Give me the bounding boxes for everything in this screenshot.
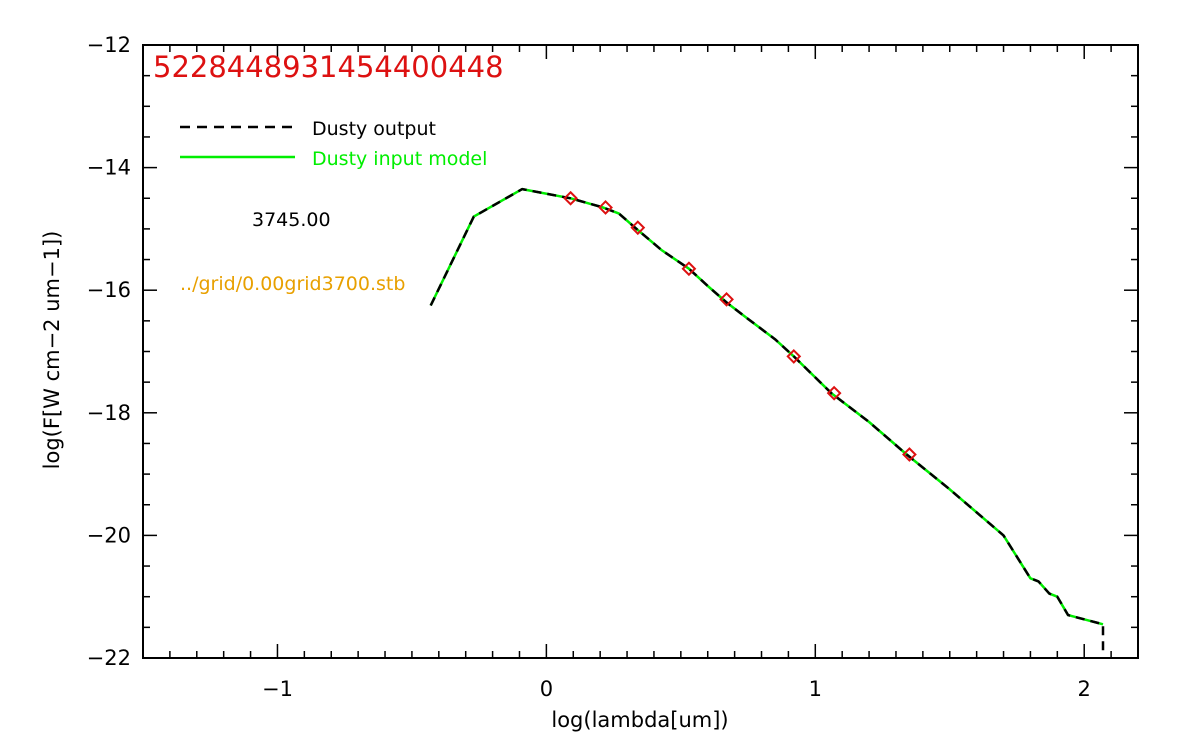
chart-title: 5228448931454400448 — [153, 50, 504, 84]
data-point-marker — [826, 385, 842, 401]
x-axis-label: log(lambda[um]) — [551, 708, 728, 732]
data-point-marker — [598, 200, 613, 215]
x-tick-label: 1 — [809, 677, 822, 701]
x-tick-label: −1 — [262, 677, 293, 701]
y-tick-label: −14 — [87, 156, 131, 180]
plot-frame — [142, 44, 1139, 659]
y-axis-label: log(F[W cm−2 um−1]) — [40, 231, 64, 470]
data-point-marker — [902, 447, 917, 462]
data-point-marker — [681, 261, 697, 277]
series-line-dusty-input — [429, 187, 1104, 626]
temperature-annotation: 3745.00 — [252, 209, 331, 231]
series-line-dusty-output — [429, 187, 1105, 655]
marker-layer — [563, 190, 917, 462]
y-tick-label: −22 — [87, 646, 131, 670]
y-tick-label: −12 — [87, 33, 131, 57]
y-tick-label: −20 — [87, 523, 131, 547]
grid-file-annotation: ../grid/0.00grid3700.stb — [180, 273, 405, 295]
data-point-marker — [786, 348, 802, 364]
legend-label-output: Dusty output — [312, 118, 436, 140]
y-tick-label: −18 — [87, 401, 131, 425]
data-point-marker — [563, 190, 578, 206]
axis-ticks — [142, 44, 1139, 659]
data-point-marker — [719, 291, 734, 307]
series-layer — [429, 187, 1105, 655]
x-tick-label: 0 — [540, 677, 553, 701]
x-tick-label: 2 — [1078, 677, 1091, 701]
tick-labels: −1 0 1 2 −12 −14 −16 −18 −20 −22 — [87, 33, 1091, 701]
data-point-marker — [630, 220, 646, 236]
legend-label-input: Dusty input model — [312, 148, 487, 170]
y-tick-label: −16 — [87, 278, 131, 302]
